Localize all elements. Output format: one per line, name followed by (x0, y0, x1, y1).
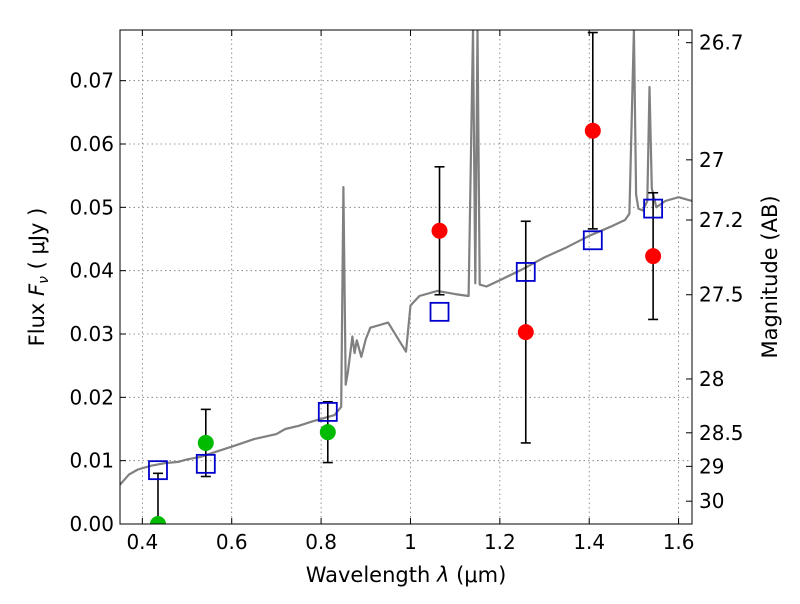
observed-point (432, 223, 447, 238)
observed-point (646, 249, 661, 264)
x-tick-label: 1.4 (573, 530, 605, 554)
sed-chart: 0.4 0.6 0.8 1 1.2 1.4 1.6 0.00 0.01 0.02 0.03 0.04 0… (0, 0, 800, 600)
y-tick-label: 0.07 (69, 69, 114, 93)
observed-point (585, 123, 600, 138)
magnitude-tick-label: 28 (699, 367, 724, 391)
y-axis-label: Flux Fν ( μJy ) (25, 208, 52, 347)
x-tick-label: 1.2 (484, 530, 516, 554)
observed-point (518, 325, 533, 340)
x-tick-label: 0.6 (216, 530, 248, 554)
observed-point (198, 435, 213, 450)
plot-area (120, 30, 692, 575)
x-tick-label: 0.8 (305, 530, 337, 554)
x-axis-label: Wavelength λ (μm) (306, 563, 507, 587)
magnitude-tick-label: 27 (699, 148, 724, 172)
magnitude-tick-label: 27.2 (699, 208, 744, 232)
y-tick-label: 0.04 (69, 259, 114, 283)
y-tick-label: 0.00 (69, 512, 114, 536)
magnitude-tick-label: 28.5 (699, 421, 744, 445)
y-tick-label: 0.05 (69, 195, 114, 219)
data-series (120, 30, 692, 575)
x-tick-label: 1.6 (663, 530, 695, 554)
magnitude-tick-label: 26.7 (699, 31, 744, 55)
x-tick-label: 0.4 (126, 530, 158, 554)
axis-ticks: 0.4 0.6 0.8 1 1.2 1.4 1.6 0.00 0.01 0.02 0.03 0.04 0… (69, 30, 743, 554)
observed-point (320, 425, 335, 440)
y-tick-label: 0.01 (69, 449, 114, 473)
y-tick-label: 0.02 (69, 385, 114, 409)
magnitude-tick-label: 29 (699, 454, 724, 478)
y-tick-label: 0.03 (69, 322, 114, 346)
y-tick-label: 0.06 (69, 132, 114, 156)
magnitude-tick-label: 30 (699, 489, 724, 513)
x-tick-label: 1 (404, 530, 417, 554)
right-axis-label: Magnitude (AB) (758, 195, 782, 358)
magnitude-tick-label: 27.5 (699, 283, 744, 307)
model-point (431, 303, 449, 321)
